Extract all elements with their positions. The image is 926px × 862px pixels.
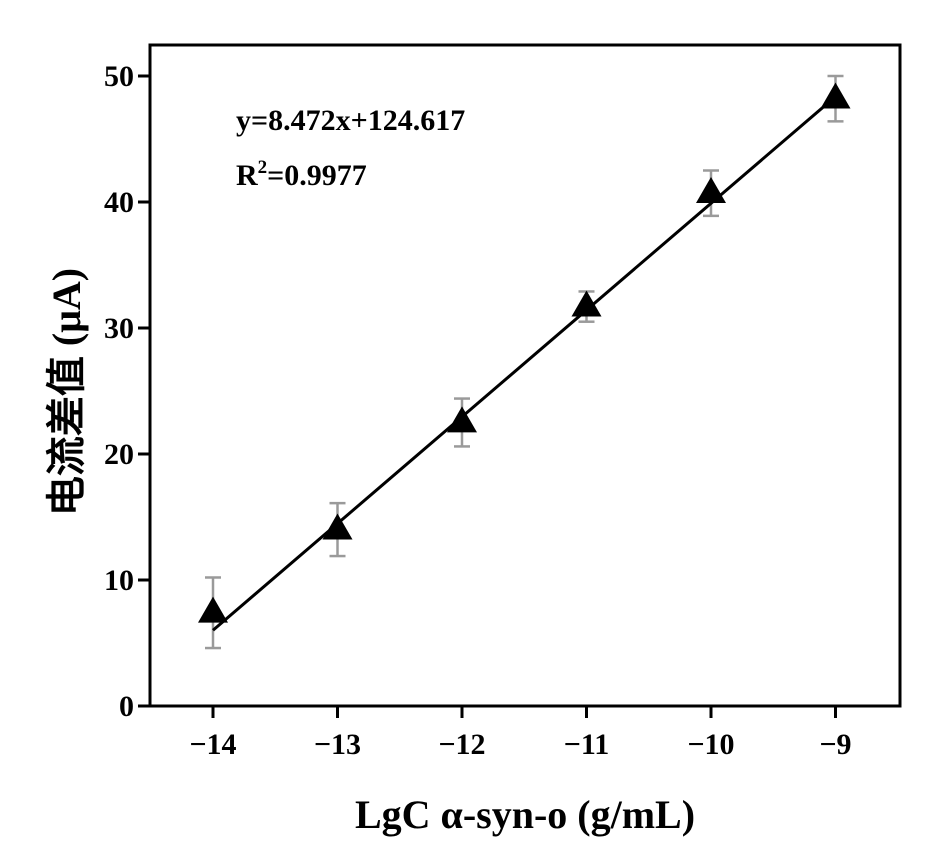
y-tick-label: 0 xyxy=(119,690,134,723)
y-tick-label: 40 xyxy=(104,186,134,219)
data-point xyxy=(696,177,726,203)
y-tick-label: 20 xyxy=(104,438,134,471)
x-tick-label: −10 xyxy=(687,728,734,761)
x-axis-label: LgC α-syn-o (g/mL) xyxy=(355,792,695,837)
data-point xyxy=(447,406,477,432)
data-point xyxy=(821,83,851,109)
fit-equation: y=8.472x+124.617 xyxy=(236,104,465,137)
plot-frame xyxy=(150,45,900,706)
y-axis-ticks: 0 10 20 30 40 50 xyxy=(104,60,150,723)
x-axis-ticks: −14 −13 −12 −11 −10 −9 xyxy=(189,706,851,761)
x-tick-label: −9 xyxy=(819,728,851,761)
x-tick-label: −14 xyxy=(189,728,236,761)
x-tick-label: −11 xyxy=(564,728,609,761)
y-tick-label: 30 xyxy=(104,312,134,345)
y-axis-label: 电流差值 (μA) xyxy=(44,268,89,516)
r-squared: R2=0.9977 xyxy=(236,157,367,192)
y-tick-label: 50 xyxy=(104,60,134,93)
data-point xyxy=(323,513,353,539)
data-point xyxy=(572,290,602,316)
x-tick-label: −13 xyxy=(314,728,361,761)
x-tick-label: −12 xyxy=(438,728,485,761)
data-point xyxy=(198,597,228,623)
y-tick-label: 10 xyxy=(104,564,134,597)
